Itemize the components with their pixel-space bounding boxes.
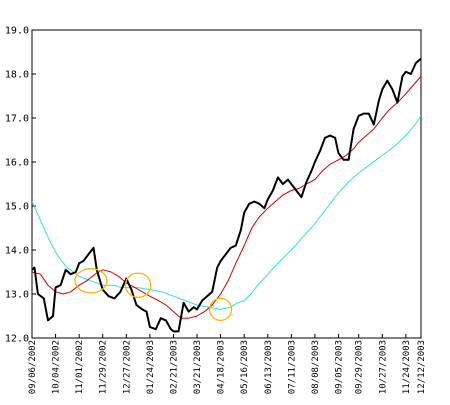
x-tick-label: 09/29/2003 <box>355 340 365 394</box>
y-tick-label: 14.0 <box>5 246 29 257</box>
x-tick-label: 06/13/2003 <box>264 340 274 394</box>
x-tick-label: 12/27/2002 <box>122 340 132 394</box>
x-tick-label: 09/05/2003 <box>334 340 344 394</box>
x-tick-label: 12/12/2003 <box>417 340 427 394</box>
x-tick-label: 03/21/2003 <box>193 340 203 394</box>
price-line <box>31 57 422 333</box>
y-tick-label: 16.0 <box>5 158 29 169</box>
x-tick-label: 11/01/2002 <box>75 340 85 394</box>
y-tick-label: 15.0 <box>5 202 29 213</box>
y-tick-label: 13.0 <box>5 290 29 301</box>
x-tick-label: 07/11/2003 <box>287 340 297 394</box>
highlight-ellipse <box>74 268 108 294</box>
x-tick-label: 09/06/2002 <box>28 340 38 394</box>
x-tick-label: 04/18/2003 <box>217 340 227 394</box>
x-tick-label: 08/08/2003 <box>311 340 321 394</box>
x-tick-label: 11/24/2003 <box>402 340 412 394</box>
y-tick-label: 17.0 <box>5 114 29 125</box>
plot-area <box>31 29 422 339</box>
x-tick-label: 01/24/2003 <box>146 340 156 394</box>
y-tick-label: 12.0 <box>5 334 29 345</box>
highlight-ellipse <box>124 272 152 298</box>
x-tick-label: 11/29/2002 <box>99 340 109 394</box>
x-tick-label: 10/27/2003 <box>378 340 388 394</box>
y-tick-label: 19.0 <box>5 26 29 37</box>
x-tick-label: 05/16/2003 <box>240 340 250 394</box>
x-tick-label: 10/04/2002 <box>52 340 62 394</box>
highlight-ellipse <box>209 297 233 322</box>
x-tick-label: 02/21/2003 <box>169 340 179 394</box>
y-tick-label: 18.0 <box>5 70 29 81</box>
long-average-line <box>31 115 422 310</box>
